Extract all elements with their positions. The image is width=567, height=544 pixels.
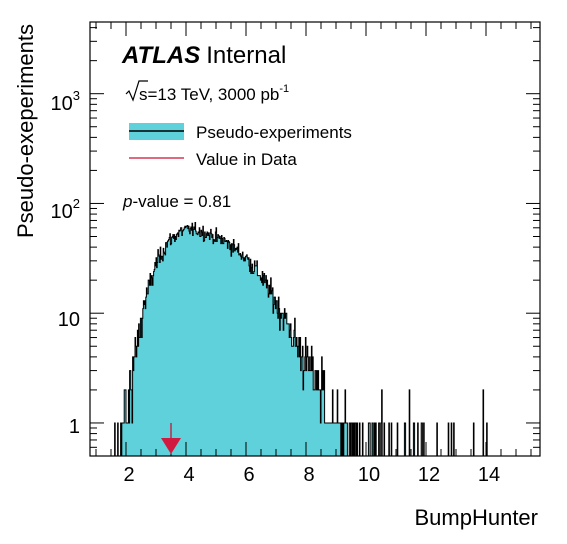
legend-data-label: Value in Data — [196, 150, 297, 169]
x-tick-label-6: 14 — [478, 464, 500, 486]
x-axis-label: BumpHunter — [414, 505, 538, 530]
energy-lumi-label: s=13 TeV, 3000 pb-1 — [139, 83, 289, 104]
x-tick-label-1: 4 — [183, 464, 194, 486]
p-value-label: p-value = 0.81 — [122, 192, 231, 211]
x-tick-label-3: 8 — [303, 464, 314, 486]
y-tick-label-10: 10 — [58, 309, 80, 331]
atlas-label: ATLAS Internal — [121, 42, 286, 69]
y-tick-label-100: 102 — [51, 196, 80, 223]
y-tick-label-1: 1 — [69, 416, 80, 438]
legend-pseudo-label: Pseudo-experiments — [196, 123, 352, 142]
y-axis-label: Pseudo-exeperiments — [13, 24, 38, 238]
x-tick-label-2: 6 — [243, 464, 254, 486]
x-tick-label-5: 12 — [418, 464, 440, 486]
histogram-fill — [114, 223, 526, 490]
x-tick-label-0: 2 — [123, 464, 134, 486]
x-tick-label-4: 10 — [358, 464, 380, 486]
histogram-layer — [114, 223, 526, 490]
y-tick-label-1000: 103 — [51, 88, 80, 115]
